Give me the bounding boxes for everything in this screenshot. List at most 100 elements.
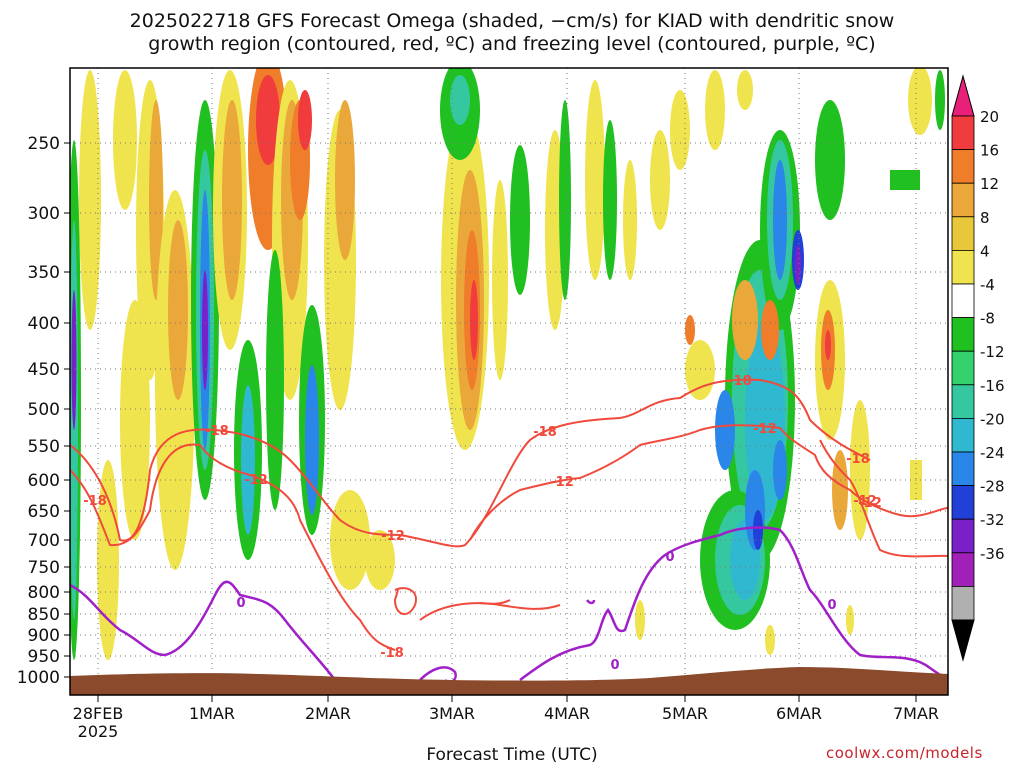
freezing-level-label: 0 (827, 598, 836, 613)
y-tick-label: 400 (28, 314, 60, 334)
x-axis-label: Forecast Time (UTC) (426, 745, 598, 765)
dendritic-contour (479, 599, 511, 605)
x-tick-label: 2MAR (305, 704, 351, 723)
omega-shade (149, 100, 163, 300)
y-tick-label: 300 (28, 204, 60, 224)
y-tick-label: 500 (28, 400, 60, 420)
colorbar-segment (951, 115, 975, 150)
terrain-surface (70, 667, 948, 695)
y-tick-label: 700 (28, 531, 60, 551)
dendritic-contour-label: -18 (380, 646, 404, 661)
y-tick-label: 350 (28, 263, 60, 283)
omega-shade (935, 70, 945, 130)
colorbar-segment (951, 74, 975, 117)
dendritic-contour (419, 602, 561, 621)
omega-shade (298, 90, 312, 150)
freezing-level-label: 0 (665, 550, 674, 565)
colorbar-segment (951, 216, 975, 251)
y-tick-label: 800 (28, 583, 60, 603)
colorbar-label: -16 (980, 377, 1005, 395)
x-tick-label: 7MAR (893, 704, 939, 723)
colorbar-segment (951, 417, 975, 453)
dendritic-contour-label: -12 (550, 475, 574, 490)
colorbar-segment (951, 149, 975, 184)
dendritic-contour-label: -12 (244, 473, 268, 488)
colorbar-label: -20 (980, 410, 1005, 428)
omega-shade (266, 250, 284, 510)
omega-shade (908, 68, 932, 135)
colorbar-label: -28 (980, 478, 1005, 496)
dendritic-contour (70, 443, 396, 651)
freezing-level-label: 0 (236, 596, 245, 611)
colorbar-label: -24 (980, 444, 1005, 462)
omega-shade (815, 100, 845, 220)
colorbar-label: -4 (980, 276, 995, 294)
colorbar-segment (951, 619, 975, 662)
omega-shade (670, 90, 690, 170)
omega-shade (168, 220, 188, 400)
omega-shade (470, 280, 478, 360)
omega-shade (71, 290, 77, 430)
x-tick-label: 3MAR (429, 704, 475, 723)
colorbar-label: 8 (980, 209, 990, 227)
omega-shade (222, 100, 242, 300)
omega-shade (256, 75, 280, 165)
omega-shade (365, 530, 395, 590)
dendritic-contour-label: -18 (728, 374, 752, 389)
y-tick-label: 1000 (17, 668, 60, 688)
dendritic-contour (819, 439, 948, 558)
y-tick-label: 600 (28, 471, 60, 491)
x-tick-label: 4MAR (544, 704, 590, 723)
omega-shade (737, 70, 753, 110)
dendritic-contour-label: -12 (753, 422, 777, 437)
colorbar-segment (951, 384, 975, 419)
omega-shade (623, 160, 637, 280)
omega-shade (241, 385, 255, 535)
x-tick-label: 6MAR (776, 704, 822, 723)
freezing-level-contour (70, 580, 336, 681)
omega-shade (685, 340, 715, 400)
x-tick-label: 2025 (78, 722, 119, 741)
omega-shade (113, 70, 137, 210)
dendritic-contour-label: -12 (853, 494, 877, 509)
chart-title-line2: growth region (contoured, red, ºC) and f… (148, 33, 876, 55)
dendritic-contour-label: -18 (205, 424, 229, 439)
omega-shade (765, 625, 775, 655)
y-tick-label: 900 (28, 626, 60, 646)
omega-shade (761, 300, 779, 360)
dendritic-contour-label: -18 (533, 425, 557, 440)
omega-shade (450, 75, 470, 125)
freezing-level-contour (519, 526, 948, 682)
plot-frame (69, 67, 949, 696)
colorbar-segment (951, 317, 975, 352)
freezing-level-label: 0 (610, 658, 619, 673)
omega-shade (559, 100, 571, 300)
colorbar-segment (951, 552, 975, 587)
omega-shade (97, 460, 119, 660)
colorbar-segment (951, 283, 975, 318)
x-tick-label: 5MAR (662, 704, 708, 723)
omega-shade (685, 315, 695, 345)
dendritic-contour (70, 378, 871, 548)
colorbar-label: -36 (980, 545, 1005, 563)
colorbar-segment (951, 249, 975, 285)
freezing-level-contour (586, 599, 596, 605)
colorbar-segment (951, 485, 975, 520)
dendritic-contour-label: -12 (858, 496, 882, 511)
omega-shade (846, 605, 854, 635)
colorbar-label: 20 (980, 108, 999, 126)
colorbar-label: 4 (980, 242, 990, 260)
y-tick-label: 250 (28, 134, 60, 154)
omega-shade (510, 145, 530, 295)
omega-shade (753, 510, 763, 550)
colorbar-label: -8 (980, 310, 995, 328)
dendritic-contour-label: -18 (83, 494, 107, 509)
omega-shade (603, 120, 617, 280)
omega-shade (120, 300, 150, 540)
omega-shade (492, 180, 508, 380)
dendritic-contour (469, 424, 948, 541)
colorbar-segment (951, 350, 975, 386)
omega-shade (715, 390, 735, 470)
dendritic-contour (393, 587, 417, 615)
